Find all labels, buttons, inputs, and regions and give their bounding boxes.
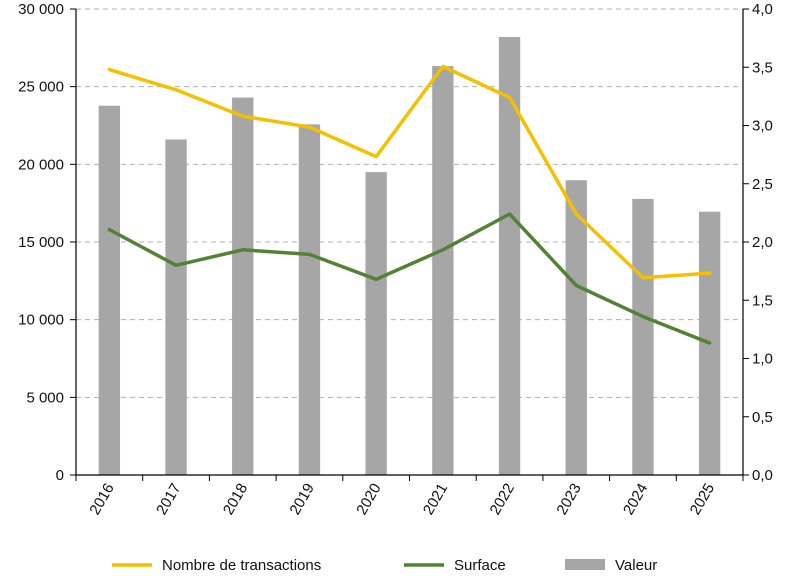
- bar-valeur-2018: [232, 97, 254, 475]
- y2-tick-label: 4,0: [752, 1, 773, 18]
- legend-label: Valeur: [615, 557, 657, 574]
- y2-tick-label: 1,0: [752, 351, 773, 368]
- bar-valeur-2017: [165, 139, 187, 476]
- x-tick-label: 2017: [153, 481, 184, 518]
- lines: [107, 64, 712, 345]
- y-tick-label: 5 000: [26, 389, 64, 406]
- y2-tick-label: 3,5: [752, 59, 773, 76]
- legend-label: Nombre de transactions: [162, 557, 321, 574]
- y-tick-label: 15 000: [18, 234, 64, 251]
- y2-tick-label: 2,5: [752, 176, 773, 193]
- line-series-2: [107, 212, 712, 345]
- bar-valeur-2020: [365, 172, 387, 475]
- x-tick-label: 2022: [487, 481, 518, 518]
- y-tick-label: 25 000: [18, 79, 64, 96]
- y2-tick-label: 1,5: [752, 292, 773, 309]
- x-tick-label: 2018: [220, 481, 251, 518]
- x-tick-label: 2021: [420, 481, 451, 518]
- x-tick-label: 2020: [353, 481, 384, 518]
- x-tick-label: 2019: [287, 481, 318, 518]
- bars: [98, 36, 721, 476]
- bar-valeur-2024: [632, 198, 654, 475]
- y-tick-label: 10 000: [18, 312, 64, 329]
- y2-tick-label: 2,0: [752, 234, 773, 251]
- y-axis-left-ticks: 0 5 000 10 000 15 000 20 000 25 000 30 000: [18, 1, 76, 484]
- legend-swatch-valeur: [565, 559, 605, 570]
- bar-valeur-2021: [432, 66, 454, 476]
- legend-label: Surface: [454, 557, 506, 574]
- y2-tick-label: 0,5: [752, 409, 773, 426]
- y-tick-label: 20 000: [18, 156, 64, 173]
- legend: Nombre de transactions Surface Valeur: [112, 557, 657, 574]
- bar-valeur-2022: [498, 36, 521, 476]
- y2-tick-label: 3,0: [752, 118, 773, 135]
- x-tick-label: 2023: [553, 481, 584, 518]
- y-axis-right-ticks: 0,0 0,5 1,0 1,5 2,0 2,5 3,0 3,5 4,0: [743, 1, 773, 484]
- x-tick-label: 2025: [687, 481, 718, 518]
- bar-valeur-2019: [298, 124, 321, 476]
- y-tick-label: 0: [56, 467, 64, 484]
- y-tick-label: 30 000: [18, 1, 64, 18]
- x-tick-label: 2016: [86, 481, 117, 518]
- y2-tick-label: 0,0: [752, 467, 773, 484]
- grid: [76, 8, 743, 398]
- bar-valeur-2016: [98, 105, 121, 475]
- bar-valeur-2023: [565, 180, 587, 475]
- line-series-1: [107, 64, 712, 280]
- x-axis-ticks: 2016 2017 2018 2019 2020 2021 2022 2023 2024 2025: [75, 475, 744, 518]
- x-tick-label: 2024: [620, 481, 651, 518]
